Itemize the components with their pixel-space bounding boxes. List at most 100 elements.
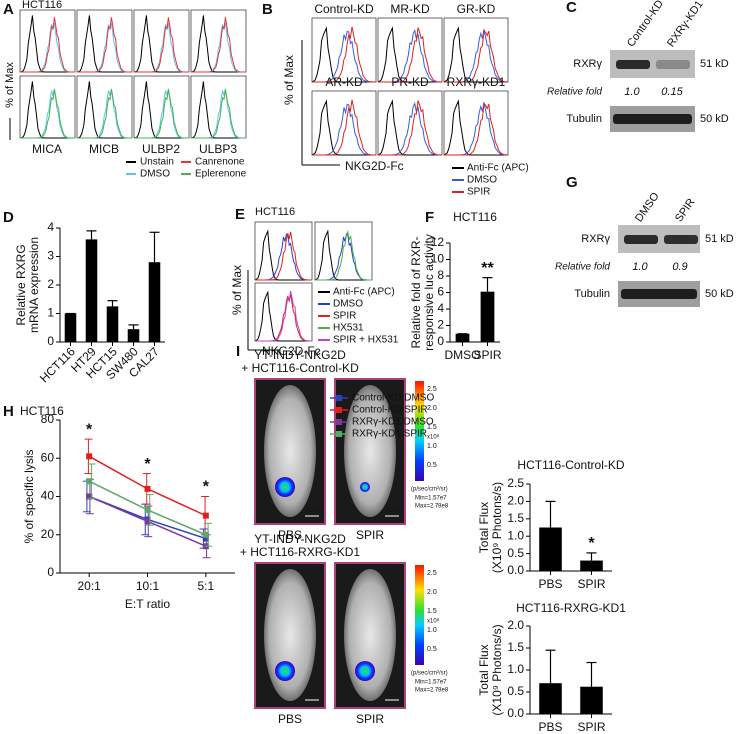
legend-label: SPIR — [333, 311, 356, 322]
y-tick-label: 1 — [47, 306, 54, 320]
panel-letter: E — [235, 206, 245, 223]
condition-label: PBS — [278, 712, 302, 726]
color-scale — [415, 565, 424, 665]
panel-letter: C — [566, 0, 577, 16]
y-tick-label: 60 — [41, 450, 55, 464]
y-axis-label: % of Max — [282, 55, 296, 105]
histogram-frame — [76, 9, 133, 73]
protein-label: Tubulin — [566, 113, 602, 125]
histogram-frame — [190, 75, 247, 139]
protein-label: Tubulin — [574, 288, 610, 300]
legend-marker — [336, 419, 342, 425]
signal-blob — [355, 661, 375, 681]
scale-tick: 1.0 — [427, 627, 437, 634]
x-axis-label: NKG2D-Fc — [345, 159, 404, 173]
marker-label: MICB — [89, 142, 119, 156]
fold-label: Relative fold — [547, 87, 602, 98]
x-tick-label: 10:1 — [136, 579, 160, 593]
scale-max: Max=2.78e8 — [415, 688, 449, 694]
legend-label: Anti-Fc (APC) — [333, 287, 395, 298]
marker — [202, 531, 209, 538]
significance-mark: * — [588, 535, 595, 552]
histogram-curve — [134, 17, 189, 73]
scale-min: Min=1.57e7 — [415, 680, 447, 686]
x-tick-label: PBS — [538, 720, 562, 734]
bar — [106, 306, 119, 342]
histogram-curve — [314, 229, 372, 281]
lane-label: Control-KD — [625, 0, 666, 49]
x-tick-label: SPIR — [577, 577, 605, 591]
legend-label: Control-KD DMSO — [352, 393, 434, 404]
histogram-curve — [191, 89, 246, 139]
legend-label: RXRγ-KD1 SPIR — [352, 429, 427, 440]
legend-label: Unstain — [140, 157, 174, 168]
y-axis-label: Relative RXRG — [14, 244, 28, 325]
scale-bar-label: 1cm — [385, 507, 398, 514]
histogram-curve — [20, 89, 75, 139]
chart-title: HCT116 — [453, 210, 497, 224]
fold-label: Relative fold — [555, 262, 610, 273]
chart-title: HCT116-Control-KD — [517, 458, 624, 472]
histogram-curve — [19, 81, 75, 139]
histogram-curve — [311, 99, 376, 156]
bar — [480, 291, 495, 342]
scale-tick: 1.5 — [427, 424, 437, 431]
blot-band — [613, 114, 692, 124]
bar — [127, 329, 140, 342]
mouse-body — [264, 385, 316, 517]
marker — [202, 535, 209, 542]
x-tick-label: 20:1 — [77, 579, 101, 593]
histogram-frame — [311, 90, 377, 156]
fold-value: 1.0 — [632, 261, 648, 273]
marker — [86, 478, 93, 485]
bar — [580, 686, 603, 714]
y-tick-label: 0.0 — [507, 563, 524, 577]
legend-label: DMSO — [333, 299, 363, 310]
scale-tick: 2.0 — [427, 589, 437, 596]
y-axis-label: % of Max — [230, 265, 244, 315]
legend-label: Anti-Fc (APC) — [467, 163, 529, 174]
x-tick-label: SPIR — [473, 348, 501, 362]
scale-tick: 2.5 — [427, 570, 437, 577]
histogram-frame — [190, 9, 247, 73]
bar — [148, 262, 161, 342]
size-label: 51 kD — [700, 58, 729, 70]
scale-tick: 1.5 — [427, 608, 437, 615]
scale-unit: (p/sec/cm²/sr) — [411, 487, 448, 493]
bar — [539, 527, 562, 571]
histogram-curve — [134, 89, 189, 139]
y-axis-label: (X10⁹ Photons/s) — [490, 624, 504, 715]
bar — [85, 239, 98, 342]
chart-title: HCT116-RXRG-KD1 — [516, 601, 626, 615]
y-axis-label: mRNA expression — [27, 237, 41, 333]
histogram-frame — [443, 90, 509, 156]
y-tick-label: 0 — [47, 565, 54, 579]
size-label: 50 kD — [700, 113, 729, 125]
blot-band — [656, 60, 690, 69]
y-tick-label: 0 — [437, 334, 444, 348]
legend-marker — [336, 407, 342, 413]
y-tick-label: 1.5 — [507, 640, 524, 654]
histogram-curve — [76, 15, 132, 73]
knockdown-label: Control-KD — [314, 2, 374, 16]
histogram-curve — [377, 99, 442, 156]
condition-label: PBS — [278, 528, 302, 542]
histogram-frame — [254, 221, 313, 281]
significance-mark: * — [203, 479, 210, 496]
group-title: YT-INDY-NKG2D — [254, 348, 346, 362]
legend-label: RXRγ-KD1 DMSO — [352, 417, 434, 428]
y-tick-label: 40 — [41, 489, 55, 503]
bar — [539, 683, 562, 714]
scale-exponent: x10⁸ — [427, 434, 440, 441]
signal-blob — [360, 482, 370, 492]
signal-blob — [275, 661, 295, 681]
protein-label: RXRγ — [573, 58, 602, 70]
y-tick-label: 6 — [437, 285, 444, 299]
histogram-frame — [254, 282, 313, 342]
mouse-body — [344, 569, 396, 701]
y-tick-label: 2.0 — [507, 618, 524, 632]
histogram-curve — [191, 17, 246, 73]
histogram-curve — [255, 290, 312, 342]
y-axis-label: % of Max — [4, 62, 16, 108]
marker-label: ULBP2 — [142, 142, 180, 156]
